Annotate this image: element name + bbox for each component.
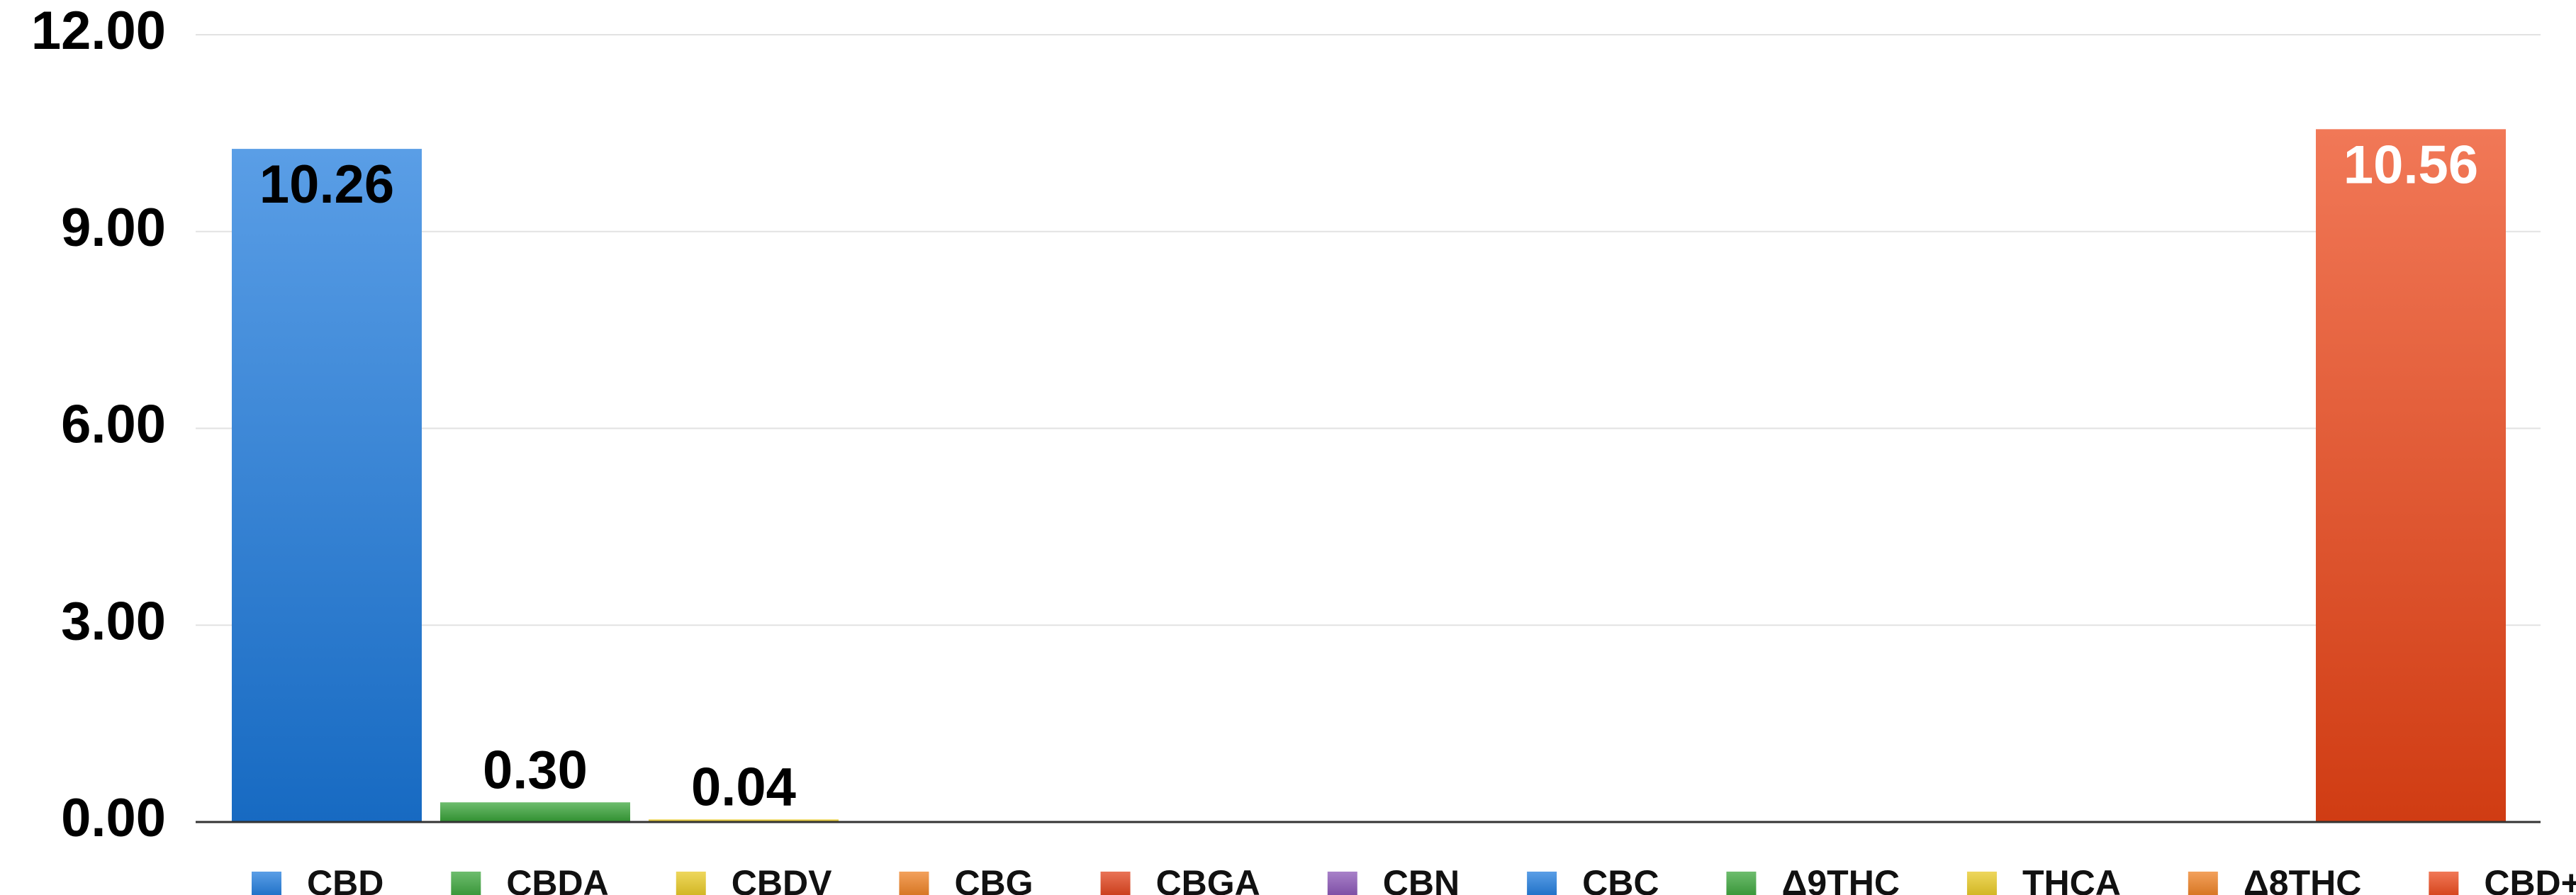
legend-label: CBG — [954, 863, 1033, 895]
legend-swatch — [676, 872, 706, 895]
legend-swatch — [1726, 872, 1757, 895]
legend-swatch — [451, 872, 481, 895]
data-label: 10.26 — [259, 154, 394, 215]
legend-swatch — [252, 872, 281, 895]
bar — [232, 149, 422, 823]
legend-label: CBGA — [1156, 863, 1260, 895]
legend-swatch — [1527, 872, 1557, 895]
data-label: 0.30 — [483, 740, 588, 800]
legend-label: CBDV — [732, 863, 832, 895]
y-tick-label: 3.00 — [61, 591, 166, 651]
data-label: 10.56 — [2343, 135, 2478, 195]
bar — [649, 819, 839, 822]
legend-label: CBC — [1582, 863, 1659, 895]
legend-swatch — [1966, 872, 1997, 895]
legend-label: Δ9THC — [1781, 863, 1900, 895]
legend-label: Δ8THC — [2244, 863, 2362, 895]
legend-label: CBN — [1383, 863, 1460, 895]
bar — [440, 802, 630, 822]
bar — [2316, 129, 2506, 822]
legend-swatch — [2429, 872, 2459, 895]
legend-swatch — [1100, 872, 1131, 895]
data-label: 0.04 — [691, 757, 796, 817]
legend-swatch — [1327, 872, 1357, 895]
legend-swatch — [2188, 872, 2218, 895]
legend-label: CBD+CBDA — [2484, 863, 2576, 895]
legend-label: CBD — [307, 863, 383, 895]
legend-label: THCA — [2022, 863, 2121, 895]
y-tick-label: 9.00 — [61, 198, 166, 258]
legend-swatch — [899, 872, 929, 895]
y-tick-label: 12.00 — [31, 1, 166, 61]
y-tick-label: 6.00 — [61, 395, 166, 455]
y-tick-label: 0.00 — [61, 788, 166, 848]
legend-label: CBDA — [506, 863, 608, 895]
